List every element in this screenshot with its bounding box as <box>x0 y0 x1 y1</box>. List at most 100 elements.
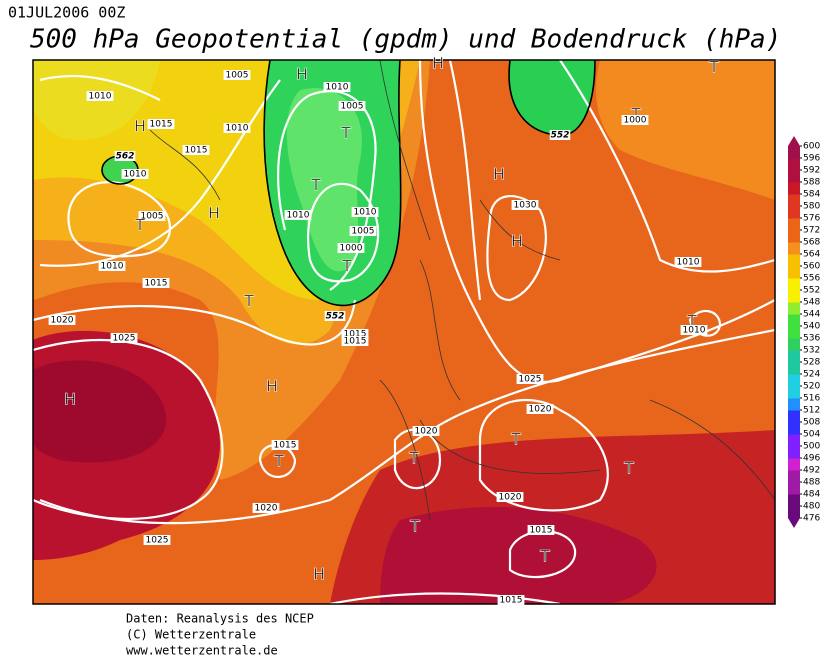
isobar-label-bg <box>341 336 369 346</box>
isobar-label-bg <box>680 325 708 335</box>
colorbar-label: 580 <box>803 202 820 212</box>
colorbar-label: 584 <box>803 190 820 200</box>
colorbar-segment <box>788 362 800 375</box>
colorbar-segment <box>788 410 800 423</box>
pressure-center: T <box>623 459 634 478</box>
isobar-label-bg <box>338 101 366 111</box>
colorbar-segment <box>788 170 800 183</box>
colorbar-label: 488 <box>803 478 820 488</box>
isobar-label-bg <box>110 333 138 343</box>
isobar-label: 1020 <box>529 405 552 415</box>
pressure-center: H <box>296 65 308 84</box>
colorbar-label: 500 <box>803 442 820 452</box>
colorbar-segment <box>788 326 800 339</box>
isobar-label-bg <box>621 115 649 125</box>
pressure-center: H <box>266 377 278 396</box>
isobar-label-bg <box>252 503 280 513</box>
isobar-label-bg <box>674 257 702 267</box>
colorbar-label: 492 <box>803 466 820 476</box>
isobar-label: 1010 <box>124 170 147 180</box>
isobar-label: 1000 <box>340 244 363 254</box>
isobar-label-bg <box>121 169 149 179</box>
pressure-center: T <box>630 105 641 124</box>
isobar-label: 1015 <box>500 596 523 606</box>
isobar-label-bg <box>412 426 440 436</box>
colorbar-label: 564 <box>803 250 820 260</box>
colorbar-segment <box>788 146 800 159</box>
colorbar-label: 508 <box>803 418 820 428</box>
colorbar-label: 572 <box>803 226 820 236</box>
isobar-label-bg <box>323 82 351 92</box>
isobar-label: 1015 <box>274 441 297 451</box>
colorbar-label: 556 <box>803 274 820 284</box>
colorbar-end <box>788 136 800 146</box>
isobar-label: 1010 <box>226 124 249 134</box>
colorbar-segment <box>788 218 800 231</box>
colorbar-label: 528 <box>803 358 820 368</box>
isobar-label: 562 <box>116 152 135 162</box>
map <box>33 60 775 604</box>
isobar-label: 1010 <box>354 208 377 218</box>
isobar-label-bg <box>497 595 525 605</box>
colorbar-label: 560 <box>803 262 820 272</box>
colorbar-segment <box>788 446 800 459</box>
pressure-center: H <box>64 390 76 409</box>
isobar-label-bg <box>223 123 251 133</box>
isobar-label: 1020 <box>415 427 438 437</box>
isobar-label: 1010 <box>326 83 349 93</box>
isobar-label: 1005 <box>341 102 364 112</box>
colorbar-label: 484 <box>803 490 820 500</box>
colorbar-label: 568 <box>803 238 820 248</box>
pressure-center: T <box>341 257 352 276</box>
colorbar-label: 596 <box>803 154 820 164</box>
isobar-label-bg <box>48 315 76 325</box>
colorbar-segment <box>788 314 800 327</box>
colorbar-segment <box>788 482 800 495</box>
colorbar-segment <box>788 254 800 267</box>
isobar-label-bg <box>511 200 539 210</box>
isobar-label-bg <box>496 492 524 502</box>
pressure-center: T <box>134 216 145 235</box>
isobar-label: 552 <box>551 131 570 141</box>
colorbar-segment <box>788 182 800 195</box>
footer-line: (C) Wetterzentrale <box>126 628 256 642</box>
colorbar-label: 552 <box>803 286 820 296</box>
colorbar-segment <box>788 470 800 483</box>
isobar-label-bg <box>98 261 126 271</box>
colorbar-segment <box>788 194 800 207</box>
pressure-center: T <box>243 292 254 311</box>
colorbar-segment <box>788 434 800 447</box>
isobar-label: 1000 <box>624 116 647 126</box>
colorbar-label: 540 <box>803 322 820 332</box>
pressure-center: T <box>539 547 550 566</box>
pressure-center: T <box>708 58 719 77</box>
pressure-center: T <box>510 430 521 449</box>
isobar-label-bg <box>526 404 554 414</box>
isobar-label-bg <box>341 329 369 339</box>
pressure-center: H <box>134 117 146 136</box>
isobar-label-bg <box>138 211 166 221</box>
colorbar-label: 516 <box>803 394 820 404</box>
isobar-label: 1015 <box>344 337 367 347</box>
colorbar-segment <box>788 338 800 351</box>
pressure-center: H <box>432 54 444 73</box>
colorbar-label: 512 <box>803 406 820 416</box>
isobar-label: 1010 <box>683 326 706 336</box>
colorbar-segment <box>788 302 800 315</box>
colorbar-label: 592 <box>803 166 820 176</box>
pressure-center: T <box>408 449 419 468</box>
colorbar-segment <box>788 458 800 471</box>
isobar-label: 552 <box>326 312 345 322</box>
isobar-label: 1020 <box>51 316 74 326</box>
colorbar-segment <box>788 374 800 387</box>
colorbar-segment <box>788 422 800 435</box>
colorbar-label: 480 <box>803 502 820 512</box>
colorbar-segment <box>788 290 800 303</box>
isobar-label-bg <box>351 207 379 217</box>
footer-line: www.wetterzentrale.de <box>126 644 278 658</box>
colorbar-segment <box>788 230 800 243</box>
isobar-label-bg <box>516 374 544 384</box>
isobar-label: 1015 <box>185 146 208 156</box>
pressure-center: H <box>493 165 505 184</box>
pressure-center: T <box>273 452 284 471</box>
